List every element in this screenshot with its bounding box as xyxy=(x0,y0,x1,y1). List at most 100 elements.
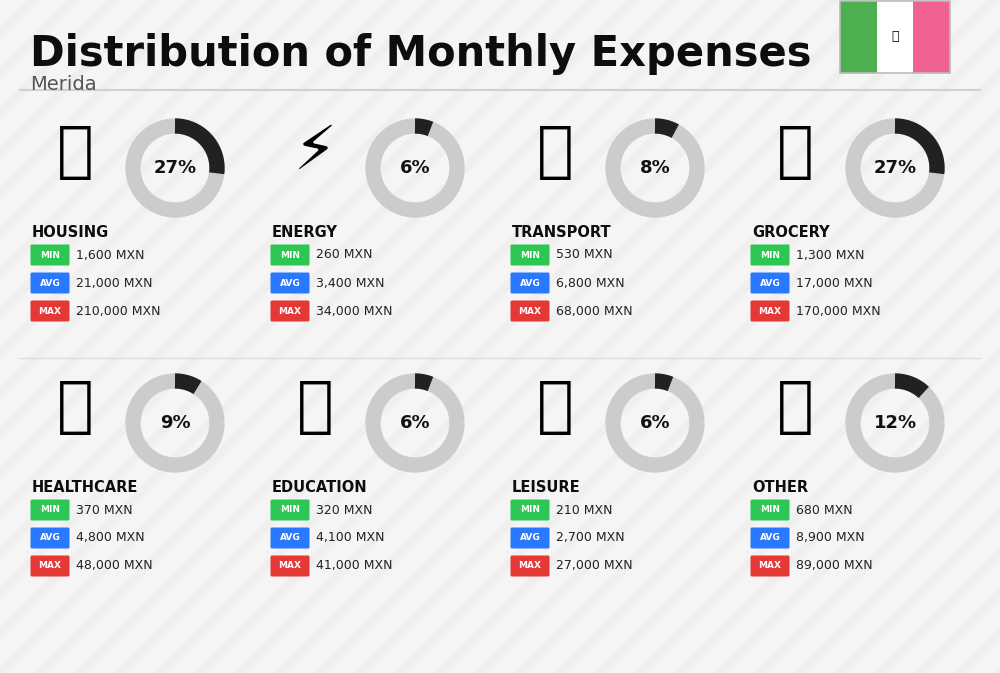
FancyBboxPatch shape xyxy=(511,244,550,266)
FancyBboxPatch shape xyxy=(750,273,790,293)
Text: 8,900 MXN: 8,900 MXN xyxy=(796,532,865,544)
Text: 🚌: 🚌 xyxy=(537,123,573,182)
FancyBboxPatch shape xyxy=(30,499,70,520)
FancyBboxPatch shape xyxy=(511,301,550,322)
Text: 6,800 MXN: 6,800 MXN xyxy=(556,277,625,289)
Text: MIN: MIN xyxy=(40,250,60,260)
FancyBboxPatch shape xyxy=(270,273,310,293)
FancyBboxPatch shape xyxy=(750,499,790,520)
Text: 6%: 6% xyxy=(400,159,430,177)
Text: MAX: MAX xyxy=(759,306,782,316)
Text: ⚡: ⚡ xyxy=(294,123,336,182)
Text: AVG: AVG xyxy=(40,534,60,542)
Text: ENERGY: ENERGY xyxy=(272,225,338,240)
Text: AVG: AVG xyxy=(760,279,780,287)
Text: MAX: MAX xyxy=(518,306,542,316)
Text: MIN: MIN xyxy=(760,505,780,514)
Text: MIN: MIN xyxy=(280,505,300,514)
Text: 530 MXN: 530 MXN xyxy=(556,248,613,262)
Text: 68,000 MXN: 68,000 MXN xyxy=(556,304,633,318)
Text: MAX: MAX xyxy=(518,561,542,571)
Text: 👛: 👛 xyxy=(777,378,813,437)
Text: 8%: 8% xyxy=(640,159,670,177)
Text: TRANSPORT: TRANSPORT xyxy=(512,225,612,240)
Text: 27,000 MXN: 27,000 MXN xyxy=(556,559,633,573)
Text: AVG: AVG xyxy=(40,279,60,287)
Text: 12%: 12% xyxy=(873,414,917,432)
Text: AVG: AVG xyxy=(520,279,540,287)
FancyBboxPatch shape xyxy=(270,528,310,548)
Text: AVG: AVG xyxy=(520,534,540,542)
FancyBboxPatch shape xyxy=(511,273,550,293)
Text: 89,000 MXN: 89,000 MXN xyxy=(796,559,873,573)
FancyBboxPatch shape xyxy=(270,499,310,520)
FancyBboxPatch shape xyxy=(270,244,310,266)
FancyBboxPatch shape xyxy=(270,555,310,577)
Text: MIN: MIN xyxy=(760,250,780,260)
Text: 1,300 MXN: 1,300 MXN xyxy=(796,248,864,262)
Text: AVG: AVG xyxy=(280,279,300,287)
Text: 48,000 MXN: 48,000 MXN xyxy=(76,559,153,573)
Text: 3,400 MXN: 3,400 MXN xyxy=(316,277,384,289)
Text: 210,000 MXN: 210,000 MXN xyxy=(76,304,160,318)
FancyBboxPatch shape xyxy=(511,528,550,548)
Text: 4,800 MXN: 4,800 MXN xyxy=(76,532,145,544)
Text: 210 MXN: 210 MXN xyxy=(556,503,612,516)
Text: 320 MXN: 320 MXN xyxy=(316,503,372,516)
Text: MIN: MIN xyxy=(520,505,540,514)
Text: 170,000 MXN: 170,000 MXN xyxy=(796,304,881,318)
FancyBboxPatch shape xyxy=(750,555,790,577)
Text: 6%: 6% xyxy=(640,414,670,432)
Text: MIN: MIN xyxy=(520,250,540,260)
FancyBboxPatch shape xyxy=(913,1,950,73)
Text: 🛍: 🛍 xyxy=(537,378,573,437)
Text: MAX: MAX xyxy=(38,561,62,571)
FancyBboxPatch shape xyxy=(877,1,913,73)
FancyBboxPatch shape xyxy=(511,499,550,520)
Text: 260 MXN: 260 MXN xyxy=(316,248,372,262)
Text: MAX: MAX xyxy=(278,561,302,571)
Text: Distribution of Monthly Expenses: Distribution of Monthly Expenses xyxy=(30,33,812,75)
Text: 6%: 6% xyxy=(400,414,430,432)
Text: 34,000 MXN: 34,000 MXN xyxy=(316,304,392,318)
Text: OTHER: OTHER xyxy=(752,480,808,495)
Text: MAX: MAX xyxy=(759,561,782,571)
FancyBboxPatch shape xyxy=(30,244,70,266)
FancyBboxPatch shape xyxy=(30,301,70,322)
Text: 4,100 MXN: 4,100 MXN xyxy=(316,532,384,544)
FancyBboxPatch shape xyxy=(30,528,70,548)
Text: HEALTHCARE: HEALTHCARE xyxy=(32,480,138,495)
Text: 27%: 27% xyxy=(153,159,197,177)
Text: 41,000 MXN: 41,000 MXN xyxy=(316,559,392,573)
FancyBboxPatch shape xyxy=(750,528,790,548)
Text: MIN: MIN xyxy=(40,505,60,514)
Text: 🛒: 🛒 xyxy=(777,123,813,182)
Text: 2,700 MXN: 2,700 MXN xyxy=(556,532,625,544)
Text: 💗: 💗 xyxy=(57,378,93,437)
Text: MAX: MAX xyxy=(278,306,302,316)
FancyBboxPatch shape xyxy=(750,244,790,266)
Text: 1,600 MXN: 1,600 MXN xyxy=(76,248,144,262)
Text: 9%: 9% xyxy=(160,414,190,432)
Text: 680 MXN: 680 MXN xyxy=(796,503,853,516)
Text: HOUSING: HOUSING xyxy=(32,225,109,240)
Text: 27%: 27% xyxy=(873,159,917,177)
Text: 17,000 MXN: 17,000 MXN xyxy=(796,277,873,289)
Text: Merida: Merida xyxy=(30,75,97,94)
Text: MIN: MIN xyxy=(280,250,300,260)
Text: 🦅: 🦅 xyxy=(891,30,899,44)
Text: 🎓: 🎓 xyxy=(297,378,333,437)
Text: MAX: MAX xyxy=(38,306,62,316)
FancyBboxPatch shape xyxy=(750,301,790,322)
Text: AVG: AVG xyxy=(280,534,300,542)
FancyBboxPatch shape xyxy=(30,273,70,293)
FancyBboxPatch shape xyxy=(30,555,70,577)
Text: GROCERY: GROCERY xyxy=(752,225,830,240)
Text: 🏗: 🏗 xyxy=(57,123,93,182)
FancyBboxPatch shape xyxy=(840,1,877,73)
FancyBboxPatch shape xyxy=(270,301,310,322)
FancyBboxPatch shape xyxy=(511,555,550,577)
Text: 21,000 MXN: 21,000 MXN xyxy=(76,277,152,289)
Text: 370 MXN: 370 MXN xyxy=(76,503,133,516)
Text: AVG: AVG xyxy=(760,534,780,542)
